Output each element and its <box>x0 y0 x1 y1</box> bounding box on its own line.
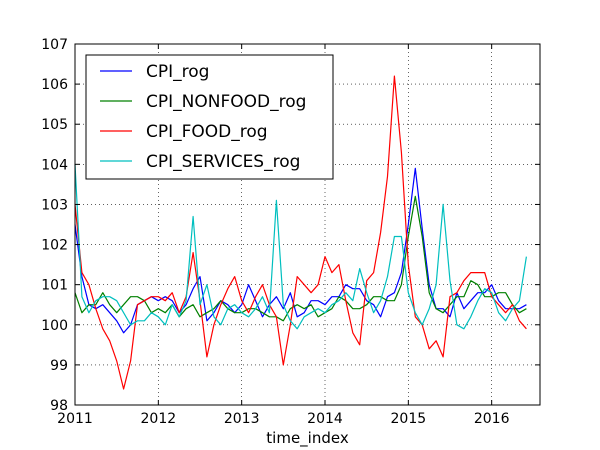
x-tick-label: 2013 <box>224 411 260 427</box>
y-tick-label: 106 <box>41 77 68 93</box>
legend-label: CPI_NONFOOD_rog <box>146 92 306 112</box>
series-line-cpi-food-rog <box>74 75 527 390</box>
x-tick-label: 2014 <box>307 411 343 427</box>
y-tick-label: 99 <box>50 358 68 374</box>
y-tick-label: 101 <box>41 278 68 294</box>
x-tick-label: 2016 <box>474 411 510 427</box>
legend-box <box>85 54 334 180</box>
series-line-cpi-services-rog <box>74 164 527 330</box>
y-tick-label: 104 <box>41 157 68 173</box>
y-tick-label: 105 <box>41 117 68 133</box>
y-tick-label: 100 <box>41 318 68 334</box>
x-tick-label: 2012 <box>141 411 177 427</box>
x-tick-label: 2015 <box>391 411 427 427</box>
legend-label: CPI_SERVICES_rog <box>146 152 300 172</box>
x-tick-label: 2011 <box>57 411 93 427</box>
legend-label: CPI_rog <box>146 62 209 82</box>
series-lines <box>74 75 527 390</box>
legend: CPI_rog CPI_NONFOOD_rog CPI_FOOD_rog CPI_SE… <box>85 54 334 180</box>
plot-frame <box>74 43 541 406</box>
legend-label: CPI_FOOD_rog <box>146 122 268 142</box>
x-axis-label: time_index <box>266 429 349 448</box>
y-tick-label: 102 <box>41 238 68 254</box>
series-line-cpi-nonfood-rog <box>74 195 527 322</box>
y-tick-label: 107 <box>41 37 68 53</box>
axis-ticks: 98 99 100 101 102 103 104 105 106 107 2011 2012 2013… <box>41 37 540 427</box>
y-tick-label: 98 <box>50 398 68 414</box>
series-line-cpi-rog <box>74 167 527 334</box>
y-tick-label: 103 <box>41 197 68 213</box>
